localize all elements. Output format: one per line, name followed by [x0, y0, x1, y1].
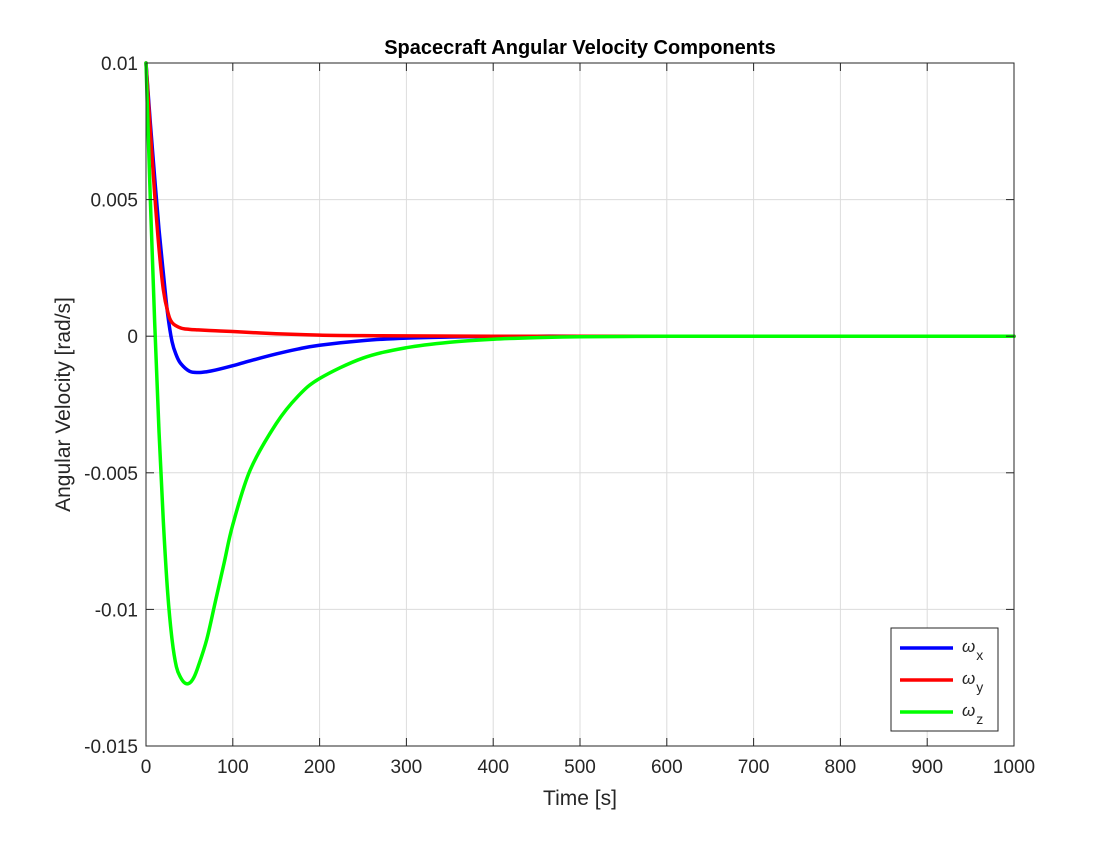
y-tick-label: 0.005 — [90, 191, 138, 212]
x-tick-label: 700 — [738, 757, 770, 778]
legend-entry-subscript: x — [976, 647, 983, 663]
series-layer — [144, 61, 1016, 686]
y-tick-label: 0.01 — [101, 54, 138, 75]
x-tick-label: 900 — [911, 757, 943, 778]
legend-entry-symbol: ω — [962, 637, 975, 656]
x-tick-label: 200 — [304, 757, 336, 778]
legend-entry-symbol: ω — [962, 669, 975, 688]
x-tick-label: 500 — [564, 757, 596, 778]
y-tick-label: -0.015 — [84, 737, 138, 758]
axis-ticks: 0 100 200 300 400 500 600 700 800 900 1000 -0.015 -0… — [84, 54, 1035, 778]
x-axis-label: Time [s] — [543, 787, 617, 810]
legend-entry-subscript: z — [976, 711, 983, 727]
x-tick-label: 1000 — [993, 757, 1035, 778]
x-tick-label: 0 — [141, 757, 152, 778]
x-tick-label: 600 — [651, 757, 683, 778]
y-tick-label: -0.01 — [95, 600, 138, 621]
y-tick-label: -0.005 — [84, 464, 138, 485]
legend-entry-symbol: ω — [962, 701, 975, 720]
legend-entry-omega-x: ωx — [962, 637, 983, 663]
chart-title: Spacecraft Angular Velocity Components — [384, 37, 776, 59]
y-axis-label: Angular Velocity [rad/s] — [52, 297, 75, 512]
legend-entry-omega-z: ωz — [962, 701, 983, 727]
x-tick-label: 400 — [477, 757, 509, 778]
x-tick-label: 300 — [391, 757, 423, 778]
legend-entry-subscript: y — [976, 679, 983, 695]
series-line-omega-z — [144, 61, 1016, 686]
y-tick-label: 0 — [127, 327, 138, 348]
legend-entry-omega-y: ωy — [962, 669, 983, 695]
x-tick-label: 100 — [217, 757, 249, 778]
grid — [145, 62, 1015, 747]
x-tick-label: 800 — [825, 757, 857, 778]
